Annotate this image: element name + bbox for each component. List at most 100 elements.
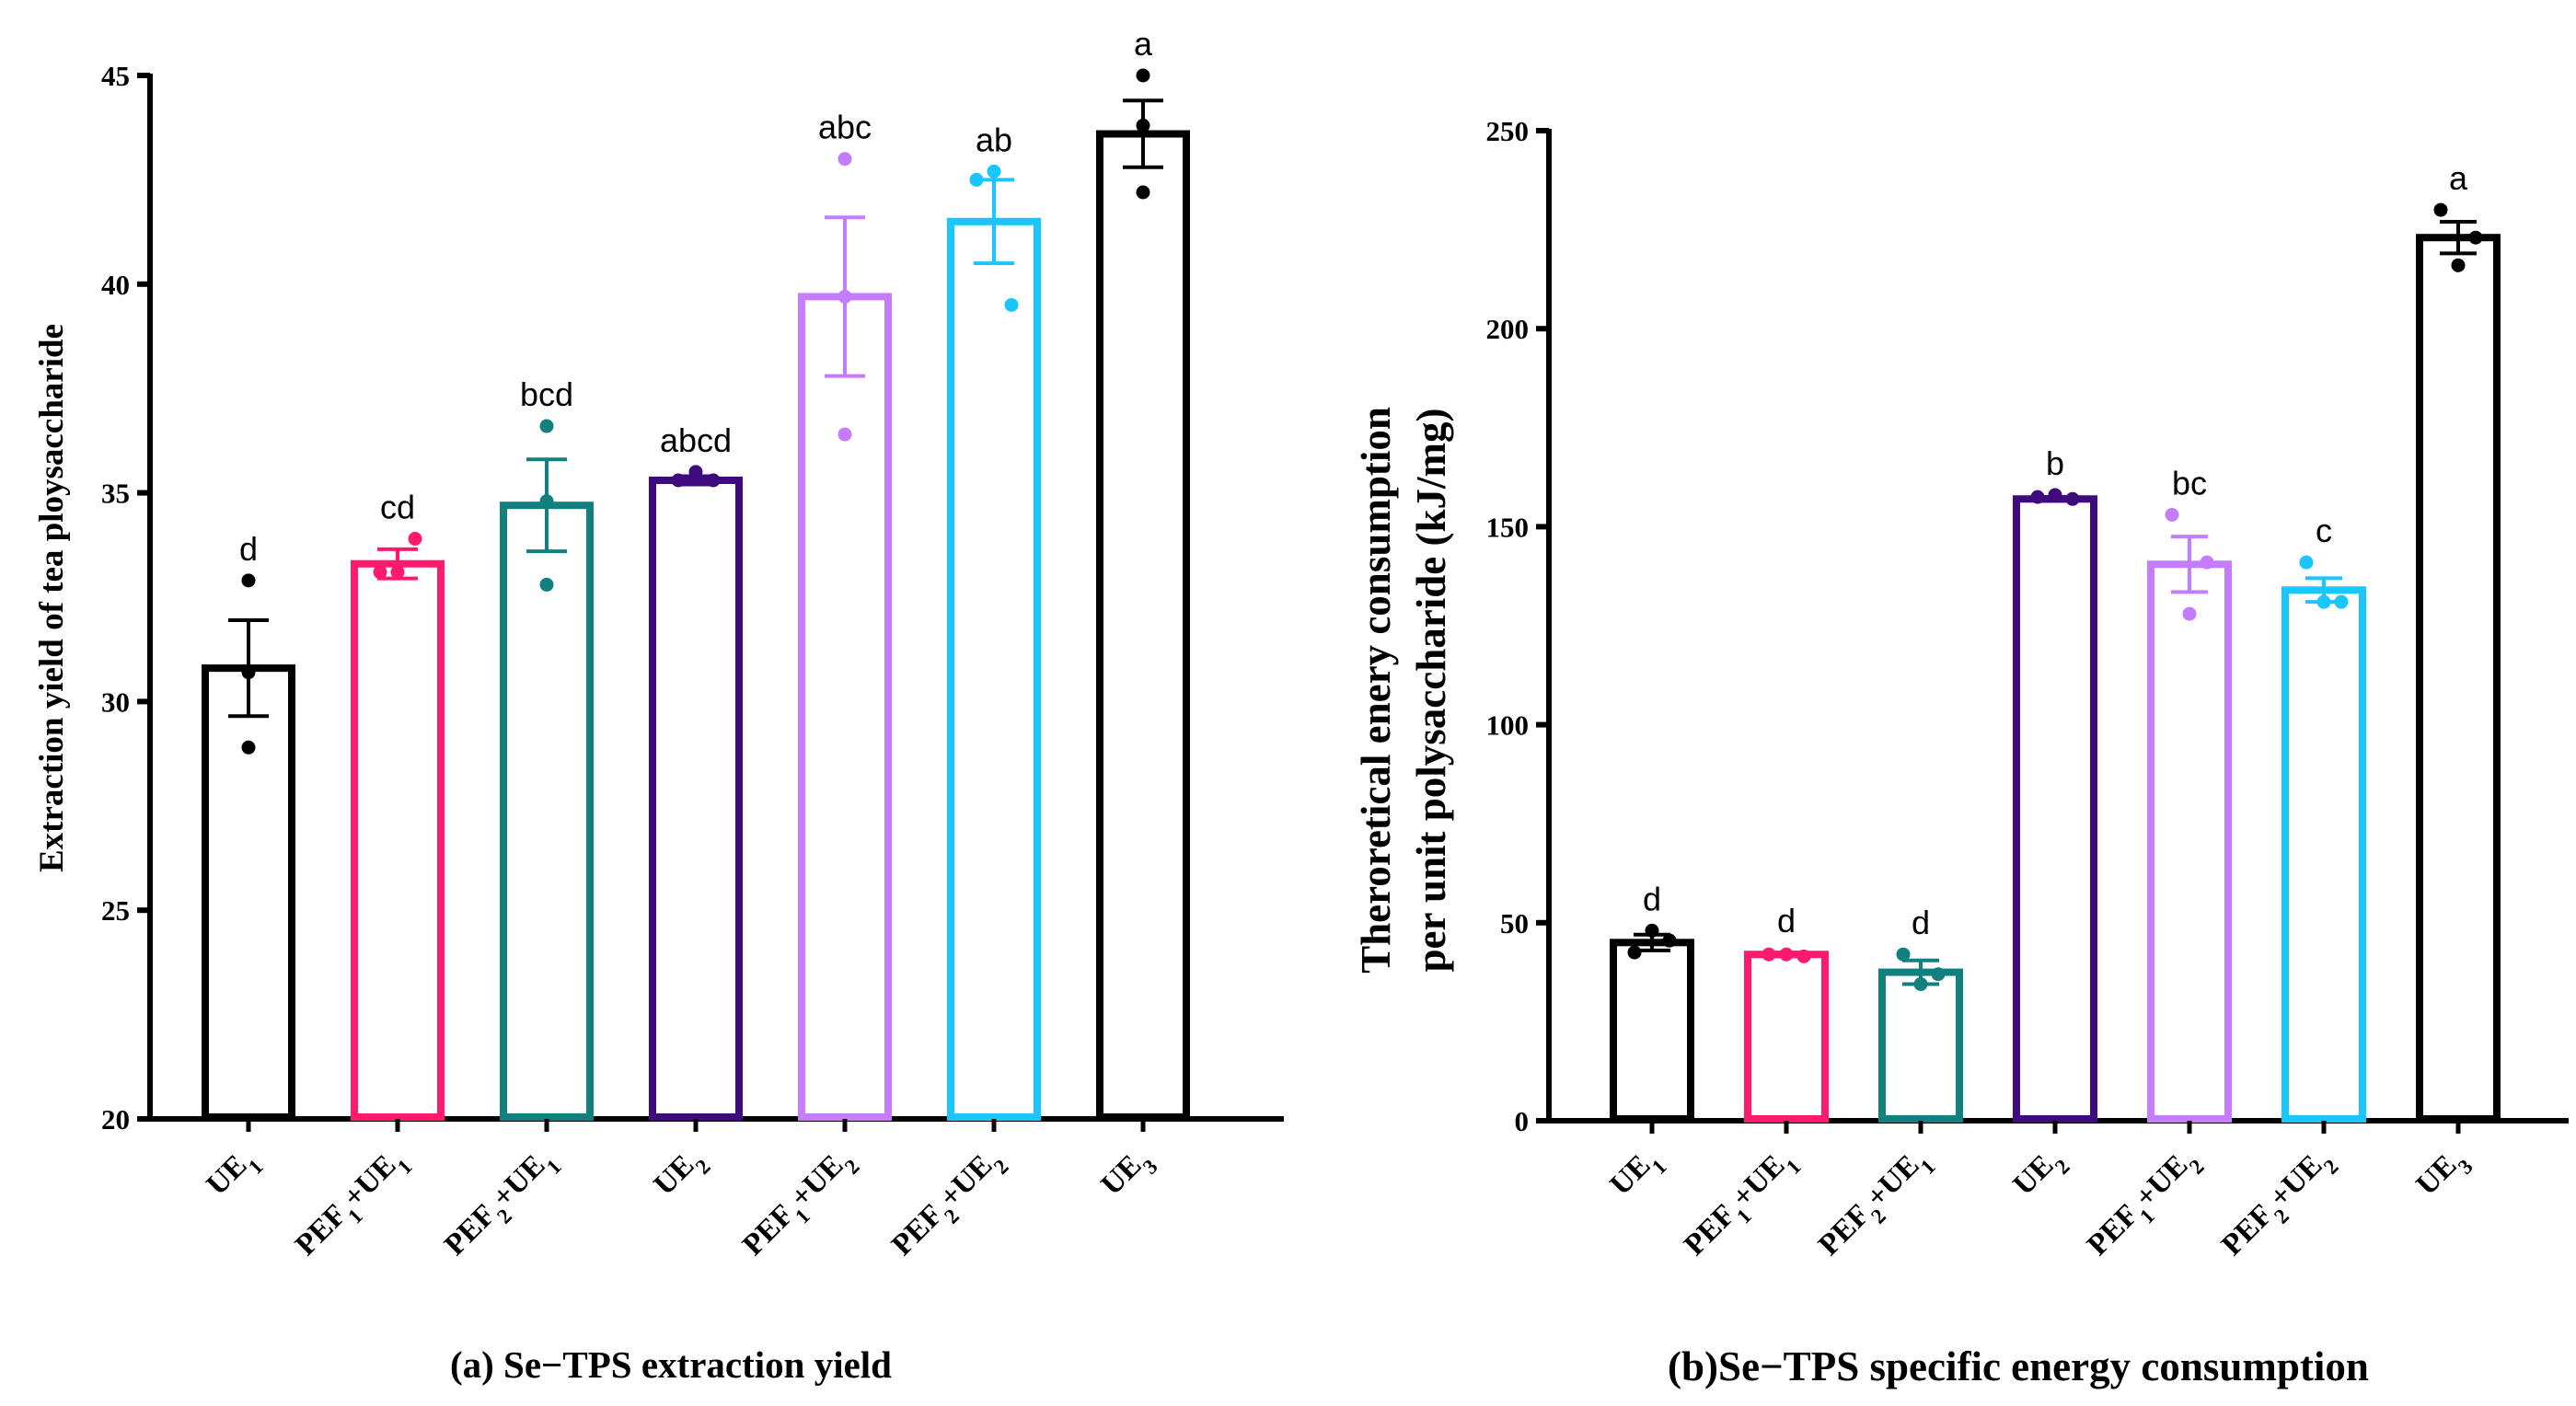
label-part: UE	[2410, 1148, 2464, 1202]
chart-a-bar	[1096, 130, 1190, 1121]
chart-a-data-point	[1004, 297, 1019, 312]
chart-a-bar	[351, 559, 445, 1121]
chart-b-data-point	[1913, 977, 1928, 992]
chart-a-data-point	[671, 473, 686, 488]
chart-a-data-point	[408, 531, 422, 546]
label-part: PEF	[2081, 1198, 2145, 1262]
chart-a-data-point	[688, 465, 703, 479]
label-part: +UE	[486, 1148, 551, 1214]
chart-a-significance-label: bcd	[520, 375, 573, 413]
chart-a-significance-label: abc	[818, 109, 872, 146]
chart-b-data-point	[2065, 491, 2080, 506]
label-part: +UE	[2129, 1148, 2194, 1214]
chart-a-data-point	[241, 740, 256, 755]
chart-a-ytick-label: 35	[101, 478, 130, 510]
chart-a-xtick-label: PEF2+UE1	[438, 1141, 565, 1268]
label-part: UE	[1095, 1148, 1149, 1202]
chart-energy-consumption: Theroretical enery consumption per unit …	[1353, 115, 2569, 1389]
label-part: UE	[201, 1148, 254, 1202]
chart-b-significance-label: c	[2316, 512, 2332, 549]
chart-a-data-point	[390, 565, 405, 580]
chart-a-bar	[798, 293, 892, 1121]
chart-b-data-point	[2200, 555, 2214, 570]
label-part: PEF	[1678, 1198, 1742, 1262]
chart-b-xtick-label: PEF1+UE2	[2081, 1141, 2208, 1268]
chart-b-xtick-label: UE3	[2410, 1141, 2478, 1208]
chart-a-ytick-label: 25	[101, 894, 130, 927]
chart-a-xtick-label: UE1	[201, 1141, 268, 1208]
chart-b-data-point	[1931, 967, 1946, 982]
chart-a-data-point	[241, 665, 256, 680]
chart-a-significance-label: d	[239, 530, 258, 568]
chart-b-significance-label: bc	[2172, 464, 2207, 501]
chart-extraction-yield: Extraction yield of tea ploysaccharide (…	[33, 25, 1284, 1386]
chart-b-data-point	[1896, 947, 1911, 962]
label-part: UE	[1604, 1148, 1658, 1202]
chart-a-significance-label: a	[1134, 25, 1153, 63]
chart-b-data-point	[2030, 490, 2045, 504]
chart-b-data-point	[2468, 230, 2483, 245]
chart-a-ytick-label: 40	[101, 269, 130, 301]
chart-b-data-point	[2316, 594, 2331, 609]
chart-b-xtick-label: PEF2+UE1	[1812, 1141, 1939, 1268]
chart-a-data-point	[837, 427, 852, 442]
chart-b-data-point	[1796, 949, 1811, 963]
chart-a-xtick-label: PEF2+UE2	[885, 1141, 1012, 1268]
chart-b-data-point	[2165, 507, 2179, 522]
chart-b-xtick-label: UE1	[1604, 1141, 1671, 1208]
chart-a-bar	[202, 664, 295, 1121]
chart-b-bar	[2281, 586, 2366, 1123]
chart-a-bar	[649, 476, 743, 1121]
chart-b-data-point	[1662, 933, 1677, 948]
label-part: PEF	[2215, 1198, 2280, 1262]
chart-b-significance-label: d	[1912, 904, 1930, 941]
chart-a-data-point	[241, 573, 256, 588]
label-part: PEF	[1812, 1198, 1877, 1262]
label-part: UE	[648, 1148, 701, 1202]
chart-a-data-point	[1136, 185, 1150, 200]
chart-b-significance-label: b	[2046, 444, 2064, 482]
chart-b-significance-label: d	[1777, 902, 1796, 939]
chart-a-bar	[500, 501, 594, 1121]
label-part: UE	[2007, 1148, 2061, 1202]
chart-a-title: (a) Se−TPS extraction yield	[450, 1343, 892, 1386]
chart-b-significance-label: a	[2449, 159, 2468, 197]
chart-b-ytick-label: 250	[1486, 115, 1530, 147]
label-part: PEF	[736, 1198, 801, 1262]
label-part: PEF	[438, 1198, 502, 1262]
chart-a-xtick-label: UE2	[648, 1141, 715, 1208]
chart-a-data-point	[1136, 68, 1150, 83]
chart-a-bar	[947, 217, 1041, 1121]
chart-a-data-point	[539, 577, 554, 592]
chart-b-significance-label: d	[1643, 880, 1661, 917]
chart-a-significance-label: abcd	[660, 421, 732, 459]
label-part: +UE	[784, 1148, 849, 1214]
chart-b-data-point	[2334, 594, 2349, 609]
chart-a-ytick-label: 20	[101, 1103, 130, 1135]
chart-b-bar	[1878, 968, 1963, 1123]
chart-b-data-point	[1627, 945, 1642, 960]
chart-a-data-point	[539, 419, 554, 433]
label-part: +UE	[1860, 1148, 1925, 1214]
chart-b-xtick-label: PEF2+UE2	[2215, 1141, 2342, 1268]
chart-b-bar	[2416, 234, 2501, 1123]
label-part: PEF	[885, 1198, 950, 1262]
chart-a-data-point	[1136, 118, 1150, 133]
chart-a-significance-label: ab	[976, 121, 1012, 158]
chart-b-xtick-label: PEF1+UE1	[1678, 1141, 1805, 1268]
chart-b-data-point	[2433, 202, 2448, 217]
chart-b-title: (b)Se−TPS specific energy consumption	[1668, 1343, 2369, 1389]
chart-a-ytick-label: 45	[101, 60, 130, 92]
chart-a-xtick-label: PEF1+UE1	[289, 1141, 416, 1268]
chart-b-data-point	[2182, 606, 2197, 621]
chart-b-ylabel-line2: per unit polysaccharide (kJ/mg)	[1408, 409, 1454, 973]
chart-a-xtick-label: UE3	[1095, 1141, 1162, 1208]
chart-a-significance-label: cd	[380, 488, 415, 525]
chart-b-bar	[2013, 495, 2097, 1123]
chart-b-data-point	[2451, 258, 2466, 272]
label-part: +UE	[337, 1148, 402, 1214]
chart-b-data-point	[1779, 947, 1794, 962]
chart-a-xtick-label: PEF1+UE2	[736, 1141, 863, 1268]
chart-b-ytick-label: 0	[1515, 1105, 1530, 1137]
chart-a-data-point	[969, 172, 984, 187]
